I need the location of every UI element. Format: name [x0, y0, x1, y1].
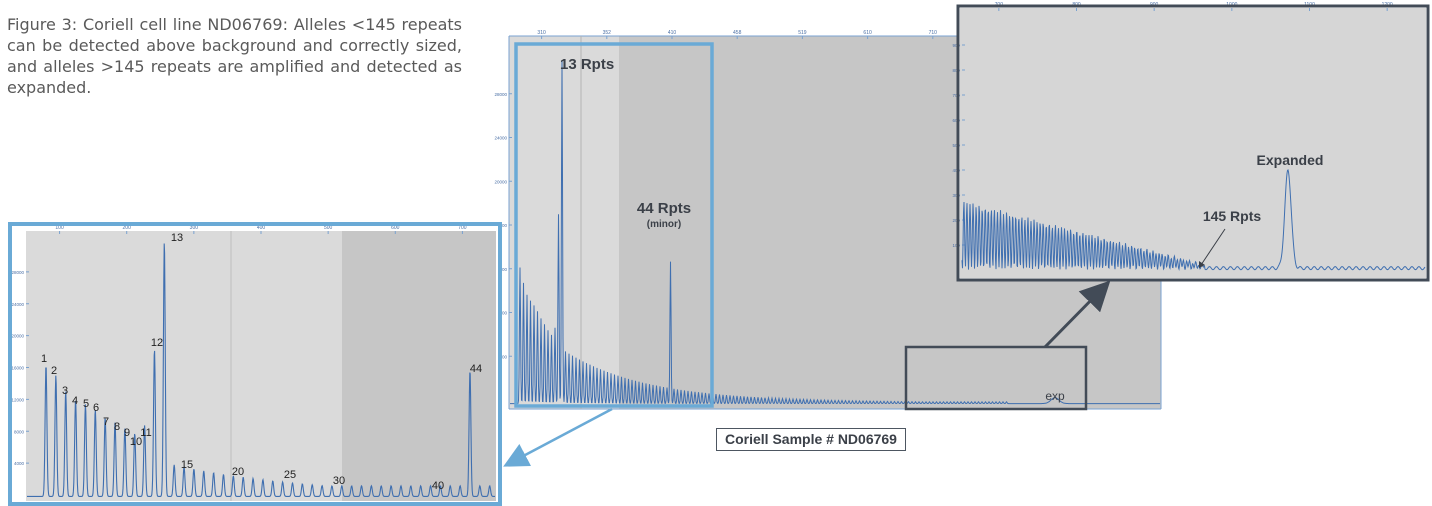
connector-arrow-left — [503, 407, 613, 467]
peak-label-12: 12 — [151, 337, 163, 349]
peak-label-6: 6 — [93, 402, 99, 414]
y-tick-label: 400 — [952, 168, 960, 173]
peak-label-4: 4 — [72, 395, 78, 407]
x-tick-label: 200 — [123, 225, 132, 231]
peak-label-15: 15 — [181, 459, 193, 471]
y-tick-label: 20000 — [11, 334, 24, 339]
y-tick-label: 500 — [952, 143, 960, 148]
y-tick-label: 900 — [952, 43, 960, 48]
peak-label-7: 7 — [103, 416, 109, 428]
label-13-rpts: 13 Rpts — [560, 56, 614, 73]
x-tick-label: 100 — [55, 225, 64, 231]
x-tick-label: 610 — [863, 30, 872, 36]
zoom-left-chart: 100 200 300 400 500 600 700 4000 8000 12000 16000… — [8, 222, 502, 506]
peak-label-1: 1 — [41, 353, 47, 365]
main-plot-bg-light — [509, 36, 619, 409]
sample-label: Coriell Sample # ND06769 — [716, 428, 906, 451]
arrow-145-head — [1199, 261, 1205, 268]
x-tick-label: 700 — [458, 225, 467, 231]
peak-label-20: 20 — [232, 466, 244, 478]
x-tick-label: 500 — [324, 225, 333, 231]
label-145-rpts: 145 Rpts — [1203, 208, 1262, 224]
x-tick-label: 400 — [257, 225, 266, 231]
y-tick-label: 8000 — [14, 429, 25, 434]
x-tick-label: 410 — [668, 30, 677, 36]
y-tick-label: 4000 — [497, 354, 508, 359]
y-tick-label: 600 — [952, 118, 960, 123]
arrow-145 — [1200, 228, 1226, 266]
zoom-right-y-ticks: 100 200 300 400 500 600 700 800 900 — [952, 43, 965, 248]
peak-label-44: 44 — [470, 363, 482, 375]
peak-label-2: 2 — [51, 365, 57, 377]
x-tick-label: 352 — [603, 30, 612, 36]
y-tick-label: 24000 — [494, 136, 507, 141]
x-tick-label: 310 — [537, 30, 546, 36]
y-tick-label: 28000 — [11, 270, 24, 275]
y-tick-label: 12000 — [11, 397, 24, 402]
label-44-minor: (minor) — [647, 219, 681, 230]
zoom-left-trace-line — [27, 243, 495, 497]
zoom-right-border — [956, 4, 1430, 282]
peak-label-5: 5 — [83, 398, 89, 410]
zoom-left-border — [8, 222, 502, 506]
x-tick-label: 600 — [391, 225, 400, 231]
peak-label-40: 40 — [432, 480, 444, 492]
x-tick-label: 458 — [733, 30, 742, 36]
caption-text: Figure 3: Coriell cell line ND06769: All… — [7, 15, 462, 97]
connector-arrow-right — [1043, 280, 1111, 349]
zoom-left-x-ticks: 100 200 300 400 500 600 700 — [55, 225, 467, 234]
peak-label-13: 13 — [171, 232, 183, 244]
y-tick-label: 20000 — [494, 179, 507, 184]
figure-caption: Figure 3: Coriell cell line ND06769: All… — [7, 14, 462, 98]
x-tick-label: 519 — [798, 30, 807, 36]
highlight-box-right — [904, 345, 1088, 411]
peak-label-11: 11 — [140, 427, 151, 439]
peak-label-9: 9 — [124, 427, 130, 439]
peak-label-8: 8 — [114, 421, 120, 433]
y-tick-label: 700 — [952, 93, 960, 98]
zoom-right-trace-line — [961, 169, 1426, 271]
zoom-left-y-ticks: 4000 8000 12000 16000 20000 24000 28000 — [11, 270, 29, 466]
y-tick-label: 28000 — [494, 92, 507, 97]
peak-label-25: 25 — [284, 469, 296, 481]
peak-label-10: 10 — [130, 436, 142, 448]
y-tick-label: 200 — [952, 218, 960, 223]
zoom-right-chart: 700 800 900 1000 1100 1200 100200300400500600… — [952, 2, 1430, 282]
peak-label-30: 30 — [333, 475, 345, 487]
y-tick-label: 16000 — [11, 366, 24, 371]
y-tick-label: 8000 — [497, 311, 508, 316]
x-tick-label: 710 — [929, 30, 938, 36]
y-tick-label: 300 — [952, 193, 960, 198]
y-tick-label: 100 — [952, 243, 960, 248]
highlight-box-left — [514, 42, 714, 408]
main-trace-line — [510, 60, 1160, 405]
y-tick-label: 4000 — [14, 461, 25, 466]
label-expanded: Expanded — [1257, 152, 1324, 168]
label-44-rpts: 44 Rpts — [637, 200, 691, 217]
x-tick-label: 300 — [190, 225, 199, 231]
y-tick-label: 24000 — [11, 302, 24, 307]
y-tick-label: 800 — [952, 68, 960, 73]
label-exp: exp — [1045, 389, 1065, 403]
zoom-left-plot-bg-light — [26, 231, 342, 501]
peak-label-3: 3 — [62, 385, 68, 397]
